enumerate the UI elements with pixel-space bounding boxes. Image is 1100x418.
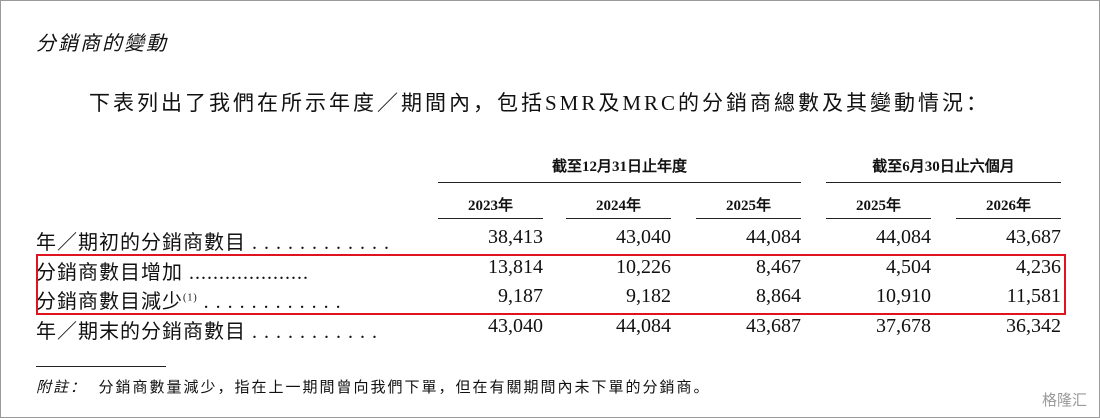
footnote-text: 分銷商數量減少，指在上一期間曾向我們下單，但在有關期間內未下單的分銷商。 <box>98 380 711 396</box>
cell-value: 43,040 <box>488 315 543 337</box>
dot-leader: . . . . . . . . . . . . <box>252 232 390 254</box>
label-text: 分銷商數目減少 <box>36 291 183 313</box>
cell-value: 44,084 <box>876 226 931 248</box>
column-header: 2025年 <box>855 198 901 214</box>
dot-leader: .................... <box>189 262 309 284</box>
cell-value: 9,182 <box>626 285 671 307</box>
column-rule <box>566 218 671 219</box>
watermark: 格隆汇 <box>1041 391 1087 409</box>
note-ref: (1) <box>183 292 198 304</box>
group-rule <box>826 182 1061 183</box>
row-label: 年／期末的分銷商數目 . . . . . . . . . . . <box>36 315 378 344</box>
cell-value: 4,236 <box>1016 256 1061 278</box>
group-header: 截至6月30日止六個月 <box>872 159 1015 175</box>
heading: 分銷商的變動 <box>36 33 168 55</box>
group-rule <box>438 182 801 183</box>
row-label: 年／期初的分銷商數目 . . . . . . . . . . . . <box>36 226 390 255</box>
cell-value: 44,084 <box>616 315 671 337</box>
column-rule <box>956 218 1061 219</box>
cell-value: 4,504 <box>886 256 931 278</box>
column-rule <box>696 218 801 219</box>
row-label: 分銷商數目減少(1) . . . . . . . . . . . . <box>36 285 342 314</box>
cell-value: 8,467 <box>756 256 801 278</box>
cell-value: 11,581 <box>1006 285 1061 307</box>
highlight-box <box>36 254 1066 315</box>
column-header: 2025年 <box>725 198 771 214</box>
footnote-rule <box>36 366 166 367</box>
cell-value: 43,687 <box>1006 226 1061 248</box>
cell-value: 43,040 <box>616 226 671 248</box>
column-rule <box>826 218 931 219</box>
cell-value: 38,413 <box>488 226 543 248</box>
label-text: 年／期初的分銷商數目 <box>36 232 246 254</box>
cell-value: 10,910 <box>876 285 931 307</box>
cell-value: 10,226 <box>616 256 671 278</box>
cell-value: 44,084 <box>746 226 801 248</box>
intro: 下表列出了我們在所示年度／期間內，包括SMR及MRC的分銷商總數及其變動情況： <box>89 91 991 115</box>
row-label: 分銷商數目增加.................... <box>36 256 309 285</box>
cell-value: 37,678 <box>876 315 931 337</box>
label-text: 分銷商數目增加 <box>36 262 183 284</box>
cell-value: 13,814 <box>488 256 543 278</box>
footnote-label: 附註： <box>36 380 88 396</box>
footnote: 附註： 分銷商數量減少，指在上一期間曾向我們下單，但在有關期間內未下單的分銷商。 <box>36 376 711 397</box>
dot-leader: . . . . . . . . . . . <box>252 321 378 343</box>
dot-leader: . . . . . . . . . . . . <box>203 291 342 313</box>
cell-value: 8,864 <box>756 285 801 307</box>
column-header: 2026年 <box>985 198 1031 214</box>
cell-value: 9,187 <box>498 285 543 307</box>
column-header: 2023年 <box>467 198 513 214</box>
column-rule <box>438 218 543 219</box>
column-header: 2024年 <box>595 198 641 214</box>
cell-value: 43,687 <box>746 315 801 337</box>
group-header: 截至12月31日止年度 <box>551 159 687 175</box>
cell-value: 36,342 <box>1006 315 1061 337</box>
label-text: 年／期末的分銷商數目 <box>36 321 246 343</box>
